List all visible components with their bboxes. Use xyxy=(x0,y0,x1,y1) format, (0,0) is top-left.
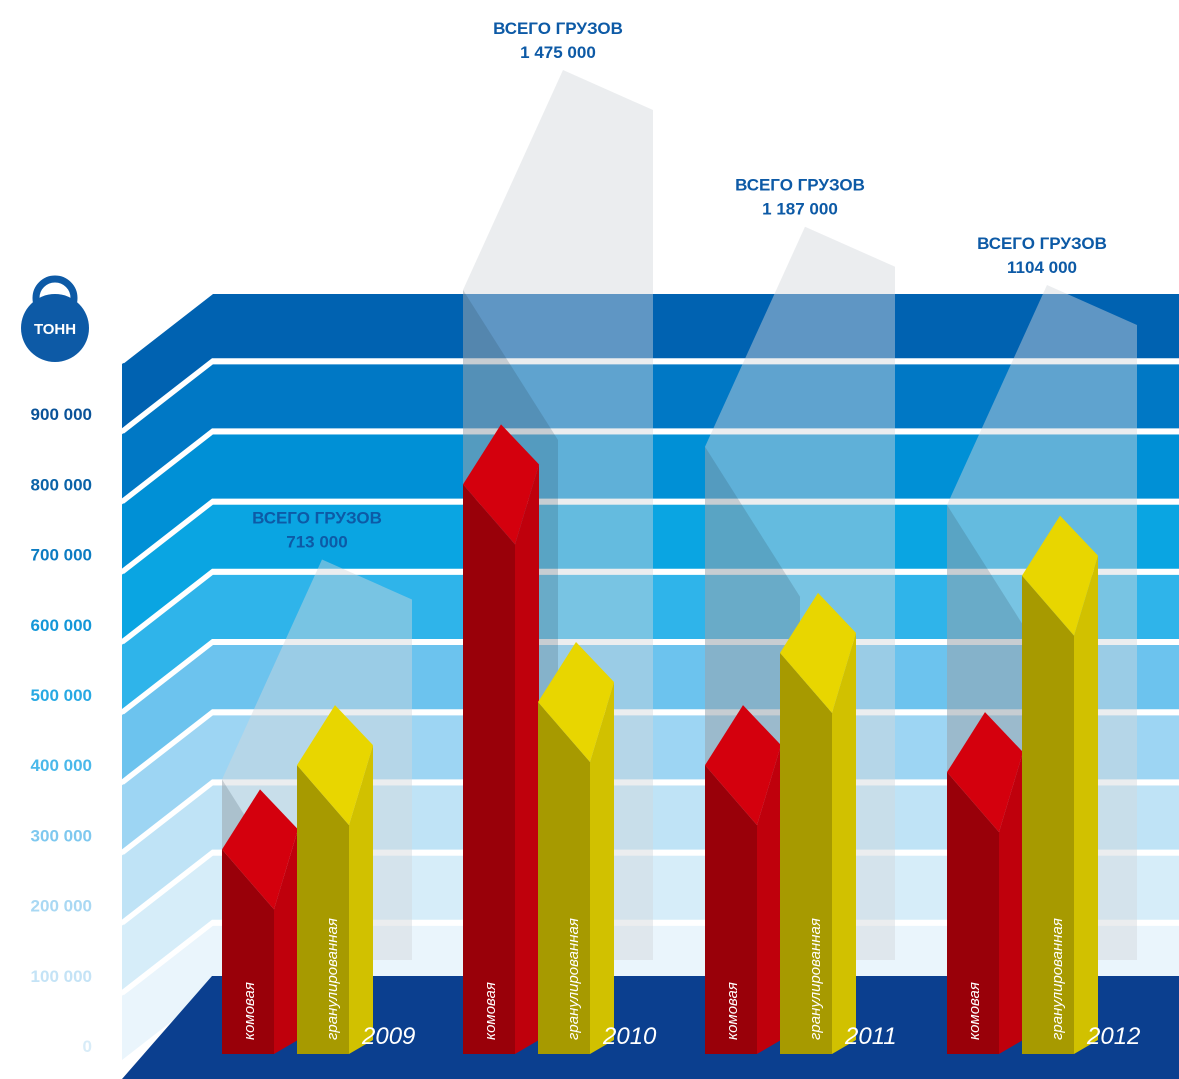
bar-komovaya-2012-front xyxy=(947,772,999,1054)
series-label-granulirovannaya: гранулированная xyxy=(1049,918,1066,1040)
bar-komovaya-2012-top xyxy=(947,712,1023,833)
background-bands xyxy=(120,288,1179,1060)
bar-granulirovannaya-2012-front xyxy=(1022,575,1074,1054)
bar-komovaya-2009-top xyxy=(222,789,298,910)
total-value: 713 000 xyxy=(286,532,347,551)
band-8 xyxy=(122,364,1179,499)
bar-granulirovannaya-2010-side xyxy=(590,681,614,1054)
category-label: 2010 xyxy=(602,1023,657,1050)
bar-komovaya-2009-side xyxy=(274,829,298,1054)
y-tick-label: 800 000 xyxy=(31,475,92,494)
bar-komovaya-2011-front xyxy=(705,765,757,1054)
band-5 xyxy=(122,574,1179,709)
band-separator-7 xyxy=(120,428,1179,504)
series-label-granulirovannaya: гранулированная xyxy=(807,918,824,1040)
bar-komovaya-2010-side xyxy=(515,464,539,1054)
band-1 xyxy=(122,855,1179,990)
series-label-granulirovannaya: гранулированная xyxy=(324,918,341,1040)
y-tick-label: 500 000 xyxy=(31,686,92,705)
bar-komovaya-2012-side xyxy=(999,752,1023,1054)
band-7 xyxy=(122,434,1179,569)
total-value: 1 187 000 xyxy=(762,200,838,219)
band-0 xyxy=(122,925,1179,1060)
y-tick-label: 600 000 xyxy=(31,616,92,635)
band-separator-5 xyxy=(120,568,1179,645)
total-title: ВСЕГО ГРУЗОВ xyxy=(493,19,623,38)
category-label: 2011 xyxy=(844,1023,897,1050)
total-title: ВСЕГО ГРУЗОВ xyxy=(977,234,1107,253)
band-separator-4 xyxy=(120,639,1179,715)
y-axis-ticks: 0 100 000 200 000 300 000 400 000 500 000 600 … xyxy=(31,405,92,1056)
bar-granulirovannaya-2009-front xyxy=(297,765,349,1054)
bar-komovaya-2010-top xyxy=(463,424,539,545)
bar-granulirovannaya-2011-front xyxy=(780,652,832,1054)
total-value: 1104 000 xyxy=(1007,258,1077,277)
band-separator-9 xyxy=(120,288,1179,364)
series-label-komovaya: комовая xyxy=(482,982,499,1040)
total-title: ВСЕГО ГРУЗОВ xyxy=(252,508,382,527)
bar-granulirovannaya-2011-top xyxy=(780,592,856,713)
y-tick-label: 300 000 xyxy=(31,826,92,845)
bars: комовая гранулированная 2009 комовая гранули… xyxy=(222,424,1140,1054)
band-4 xyxy=(122,645,1179,780)
band-separator-1 xyxy=(120,849,1179,925)
band-separator-0 xyxy=(120,919,1179,996)
weight-body xyxy=(21,294,89,362)
bar-granulirovannaya-2010-top xyxy=(538,641,614,762)
bar-komovaya-2011-top xyxy=(705,705,781,826)
total-labels: ВСЕГО ГРУЗОВ 713 000 ВСЕГО ГРУЗОВ 1 475 000… xyxy=(252,19,1107,551)
band-separator-6 xyxy=(120,498,1179,574)
series-label-komovaya: комовая xyxy=(966,982,983,1040)
bar-granulirovannaya-2009-top xyxy=(297,705,373,826)
series-label-komovaya: комовая xyxy=(241,982,258,1040)
series-label-komovaya: комовая xyxy=(724,982,741,1040)
bar-granulirovannaya-2012-top xyxy=(1022,515,1098,636)
unit-label: ТОНН xyxy=(34,321,76,338)
y-tick-label: 200 000 xyxy=(31,897,92,916)
y-tick-label: 900 000 xyxy=(31,405,92,424)
category-label: 2009 xyxy=(361,1023,415,1050)
bar-granulirovannaya-2012-side xyxy=(1074,555,1098,1054)
bar-granulirovannaya-2010-front xyxy=(538,701,590,1054)
series-label-granulirovannaya: гранулированная xyxy=(565,918,582,1040)
floor-plane xyxy=(122,976,1179,1079)
floor xyxy=(122,976,1179,1079)
bar-granulirovannaya-2009-side xyxy=(349,745,373,1054)
total-value: 1 475 000 xyxy=(520,43,596,62)
weight-icon: ТОНН xyxy=(21,275,89,362)
band-2 xyxy=(122,785,1179,920)
total-title: ВСЕГО ГРУЗОВ xyxy=(735,176,865,195)
band-9 xyxy=(122,294,1179,429)
y-tick-label: 0 xyxy=(83,1037,92,1056)
band-separator-3 xyxy=(120,709,1179,785)
y-tick-label: 700 000 xyxy=(31,546,92,565)
y-tick-label: 100 000 xyxy=(31,967,92,986)
band-separator-2 xyxy=(120,779,1179,855)
band-6 xyxy=(122,504,1179,639)
bar-komovaya-2010-front xyxy=(463,484,515,1054)
bar-granulirovannaya-2011-side xyxy=(832,632,856,1054)
y-tick-label: 400 000 xyxy=(31,756,92,775)
band-3 xyxy=(122,715,1179,850)
bar-komovaya-2009-front xyxy=(222,849,274,1054)
bar-komovaya-2011-side xyxy=(757,745,781,1054)
category-label: 2012 xyxy=(1086,1023,1140,1050)
band-separator-8 xyxy=(120,358,1179,434)
